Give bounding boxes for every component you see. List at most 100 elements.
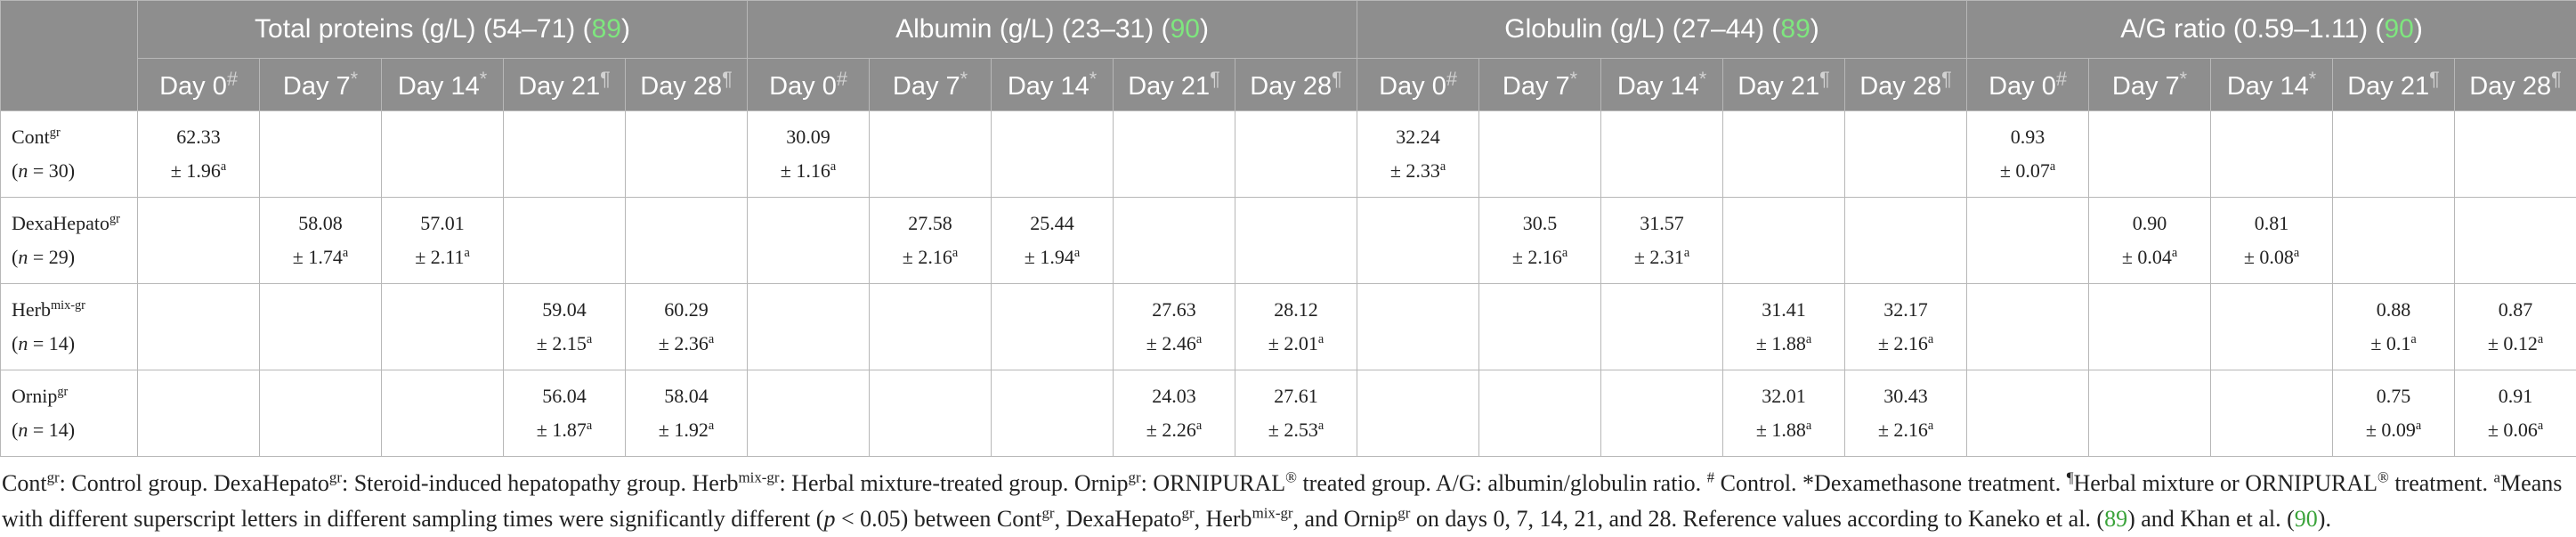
- data-cell: [504, 198, 626, 284]
- footnote-text: Cont: [2, 470, 47, 496]
- significance-letter: a: [952, 246, 958, 260]
- sd-value: ± 0.12: [2488, 332, 2538, 354]
- data-cell: [748, 370, 870, 457]
- sd-value: ± 2.16: [1878, 332, 1928, 354]
- group-close: ): [1200, 14, 1209, 44]
- mean-value: 0.91: [2499, 385, 2533, 407]
- significance-letter: a: [1318, 332, 1324, 346]
- n-value: = 14: [28, 419, 68, 441]
- sd-value: ± 2.16: [1878, 419, 1928, 441]
- data-cell: [870, 370, 992, 457]
- data-cell: [992, 111, 1114, 198]
- day-label: Day 28: [1859, 72, 1941, 101]
- day-mark: ¶: [1941, 68, 1952, 90]
- data-cell: [1357, 284, 1479, 370]
- day-header: Day 7*: [1479, 59, 1601, 111]
- day-header: Day 14*: [2211, 59, 2333, 111]
- footnote-text: Herbal mixture or ORNIPURAL: [2073, 470, 2378, 496]
- sd-value: ± 2.11: [415, 246, 464, 268]
- n-symbol: n: [18, 332, 28, 354]
- mean-value: 0.90: [2133, 212, 2167, 234]
- sd-value: ± 1.88: [1756, 419, 1806, 441]
- significance-letter: a: [1684, 246, 1689, 260]
- data-cell: [1235, 111, 1357, 198]
- n-symbol: n: [18, 246, 28, 268]
- significance-letter: a: [221, 159, 226, 174]
- sd-value: ± 2.15: [537, 332, 587, 354]
- data-cell: 58.04± 1.92a: [626, 370, 748, 457]
- data-cell: [2211, 370, 2333, 457]
- group-label: Total proteins (g/L) (54–71) (: [255, 14, 592, 44]
- group-header-row: Total proteins (g/L) (54–71) (89)Albumin…: [1, 1, 2576, 59]
- row-label: Herbmix-gr(n = 14): [1, 284, 138, 370]
- data-cell: [2089, 111, 2211, 198]
- day-mark: #: [837, 68, 847, 90]
- significance-letter: a: [587, 419, 592, 433]
- day-header: Day 0#: [1967, 59, 2089, 111]
- day-label: Day 7: [1503, 72, 1570, 101]
- sd-value: ± 0.09: [2366, 419, 2416, 441]
- sd-value: ± 0.1: [2370, 332, 2410, 354]
- sd-value: ± 2.26: [1146, 419, 1196, 441]
- day-mark: #: [1446, 68, 1457, 90]
- day-header: Day 7*: [870, 59, 992, 111]
- day-header: Day 21¶: [2333, 59, 2455, 111]
- footnote-ref: 89: [2104, 506, 2127, 532]
- significance-letter: a: [464, 246, 469, 260]
- day-header: Day 28¶: [626, 59, 748, 111]
- significance-letter: a: [1806, 419, 1811, 433]
- significance-letter: a: [343, 246, 348, 260]
- data-cell: [2089, 370, 2211, 457]
- day-label: Day 28: [640, 72, 722, 101]
- data-cell: [382, 111, 504, 198]
- corner-header: [1, 1, 138, 111]
- mean-value: 31.41: [1762, 298, 1806, 321]
- day-header: Day 21¶: [1114, 59, 1235, 111]
- significance-letter: a: [2172, 246, 2177, 260]
- significance-letter: a: [1806, 332, 1811, 346]
- footnote-text: , Herb: [1195, 506, 1252, 532]
- day-header: Day 21¶: [1723, 59, 1845, 111]
- mean-value: 31.57: [1640, 212, 1684, 234]
- significance-letter: a: [1196, 419, 1202, 433]
- mean-value: 30.5: [1523, 212, 1558, 234]
- significance-letter: a: [709, 419, 714, 433]
- data-cell: [138, 198, 260, 284]
- mean-value: 0.88: [2377, 298, 2411, 321]
- data-cell: 0.87± 0.12a: [2455, 284, 2576, 370]
- day-header-row: Day 0#Day 7*Day 14*Day 21¶Day 28¶Day 0#D…: [1, 59, 2576, 111]
- mean-value: 30.43: [1883, 385, 1928, 407]
- significance-letter: a: [1562, 246, 1567, 260]
- day-header: Day 28¶: [1845, 59, 1967, 111]
- data-cell: [2211, 284, 2333, 370]
- n-value: = 30: [28, 159, 68, 182]
- row-label: Contgr(n = 30): [1, 111, 138, 198]
- group-label: A/G ratio (0.59–1.11) (: [2120, 14, 2384, 44]
- day-header: Day 14*: [1601, 59, 1723, 111]
- footnote-ref: 90: [2295, 506, 2318, 532]
- sd-value: ± 1.74: [293, 246, 343, 268]
- sd-value: ± 2.53: [1268, 419, 1318, 441]
- day-mark: #: [2056, 68, 2067, 90]
- group-close: ): [1810, 14, 1819, 44]
- mean-value: 30.09: [786, 126, 830, 148]
- footnote-italic: p: [823, 506, 835, 532]
- data-cell: 0.88± 0.1a: [2333, 284, 2455, 370]
- significance-letter: a: [1074, 246, 1080, 260]
- data-cell: 0.91± 0.06a: [2455, 370, 2576, 457]
- mean-value: 62.33: [176, 126, 221, 148]
- n-value: = 29: [28, 246, 68, 268]
- data-cell: [504, 111, 626, 198]
- data-cell: [2455, 111, 2576, 198]
- data-cell: [2089, 284, 2211, 370]
- group-header: Albumin (g/L) (23–31) (90): [748, 1, 1357, 59]
- data-cell: [1479, 111, 1601, 198]
- data-cell: [748, 198, 870, 284]
- sd-value: ± 1.88: [1756, 332, 1806, 354]
- day-label: Day 0: [769, 72, 837, 101]
- data-cell: [1845, 111, 1967, 198]
- mean-value: 0.75: [2377, 385, 2411, 407]
- mean-value: 0.87: [2499, 298, 2533, 321]
- day-mark: *: [960, 68, 968, 90]
